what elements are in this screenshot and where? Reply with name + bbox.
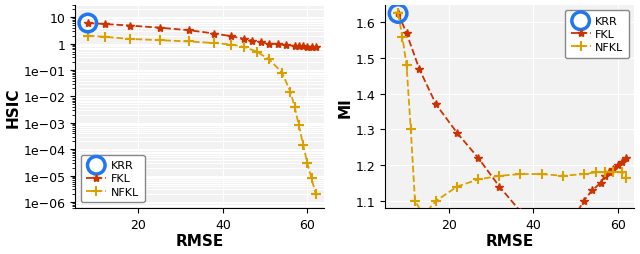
FKL: [453, 132, 461, 135]
NFKL: [303, 162, 311, 165]
FKL: [101, 23, 109, 26]
NFKL: [593, 171, 600, 174]
FKL: [609, 167, 617, 170]
NFKL: [126, 38, 134, 41]
Y-axis label: HSIC: HSIC: [6, 87, 20, 127]
X-axis label: RMSE: RMSE: [175, 233, 224, 248]
NFKL: [618, 171, 626, 174]
FKL: [516, 210, 524, 213]
FKL: [597, 182, 605, 185]
NFKL: [399, 36, 406, 39]
NFKL: [253, 51, 260, 54]
FKL: [240, 38, 248, 41]
Line: NFKL: NFKL: [393, 10, 631, 220]
NFKL: [538, 173, 545, 176]
FKL: [546, 228, 554, 231]
FKL: [295, 45, 303, 49]
NFKL: [312, 193, 319, 196]
Legend: KRR, FKL, NFKL: KRR, FKL, NFKL: [565, 11, 629, 59]
NFKL: [580, 173, 588, 176]
NFKL: [601, 171, 609, 174]
FKL: [563, 224, 571, 227]
NFKL: [308, 177, 316, 180]
FKL: [394, 13, 402, 16]
NFKL: [291, 106, 298, 109]
NFKL: [411, 199, 419, 202]
NFKL: [559, 174, 566, 178]
NFKL: [266, 59, 273, 62]
Line: NFKL: NFKL: [83, 32, 321, 199]
NFKL: [227, 44, 235, 47]
NFKL: [278, 72, 286, 75]
Line: FKL: FKL: [84, 20, 320, 52]
FKL: [126, 25, 134, 28]
FKL: [432, 104, 440, 107]
FKL: [308, 46, 316, 49]
NFKL: [453, 185, 461, 188]
NFKL: [295, 124, 303, 128]
FKL: [186, 29, 193, 33]
FKL: [156, 27, 163, 30]
FKL: [474, 157, 482, 160]
Y-axis label: MI: MI: [338, 97, 353, 117]
FKL: [266, 43, 273, 46]
FKL: [580, 199, 588, 202]
FKL: [274, 43, 282, 46]
FKL: [622, 157, 630, 160]
NFKL: [84, 35, 92, 38]
FKL: [300, 46, 307, 49]
NFKL: [211, 42, 218, 45]
KRR: [393, 12, 403, 17]
FKL: [415, 68, 423, 71]
FKL: [403, 33, 410, 36]
Legend: KRR, FKL, NFKL: KRR, FKL, NFKL: [81, 155, 145, 203]
FKL: [572, 214, 579, 217]
NFKL: [622, 176, 630, 179]
NFKL: [474, 178, 482, 181]
FKL: [495, 185, 503, 188]
NFKL: [516, 173, 524, 176]
FKL: [257, 42, 265, 45]
NFKL: [495, 174, 503, 178]
NFKL: [300, 144, 307, 147]
FKL: [282, 44, 290, 47]
NFKL: [101, 36, 109, 39]
NFKL: [394, 13, 402, 16]
FKL: [534, 224, 541, 227]
NFKL: [156, 39, 163, 42]
FKL: [227, 36, 235, 39]
NFKL: [287, 91, 294, 94]
FKL: [248, 40, 256, 43]
FKL: [303, 46, 311, 49]
NFKL: [609, 171, 617, 174]
NFKL: [407, 129, 415, 132]
FKL: [605, 171, 613, 174]
X-axis label: RMSE: RMSE: [486, 233, 534, 248]
FKL: [618, 160, 626, 163]
NFKL: [240, 46, 248, 49]
Line: FKL: FKL: [394, 10, 630, 234]
FKL: [84, 22, 92, 25]
NFKL: [403, 65, 410, 68]
FKL: [211, 33, 218, 36]
NFKL: [186, 41, 193, 44]
FKL: [555, 228, 563, 231]
FKL: [291, 45, 298, 48]
FKL: [614, 164, 621, 167]
FKL: [601, 174, 609, 178]
FKL: [588, 189, 596, 192]
FKL: [312, 46, 319, 49]
KRR: [83, 22, 93, 26]
NFKL: [432, 199, 440, 202]
NFKL: [420, 214, 428, 217]
